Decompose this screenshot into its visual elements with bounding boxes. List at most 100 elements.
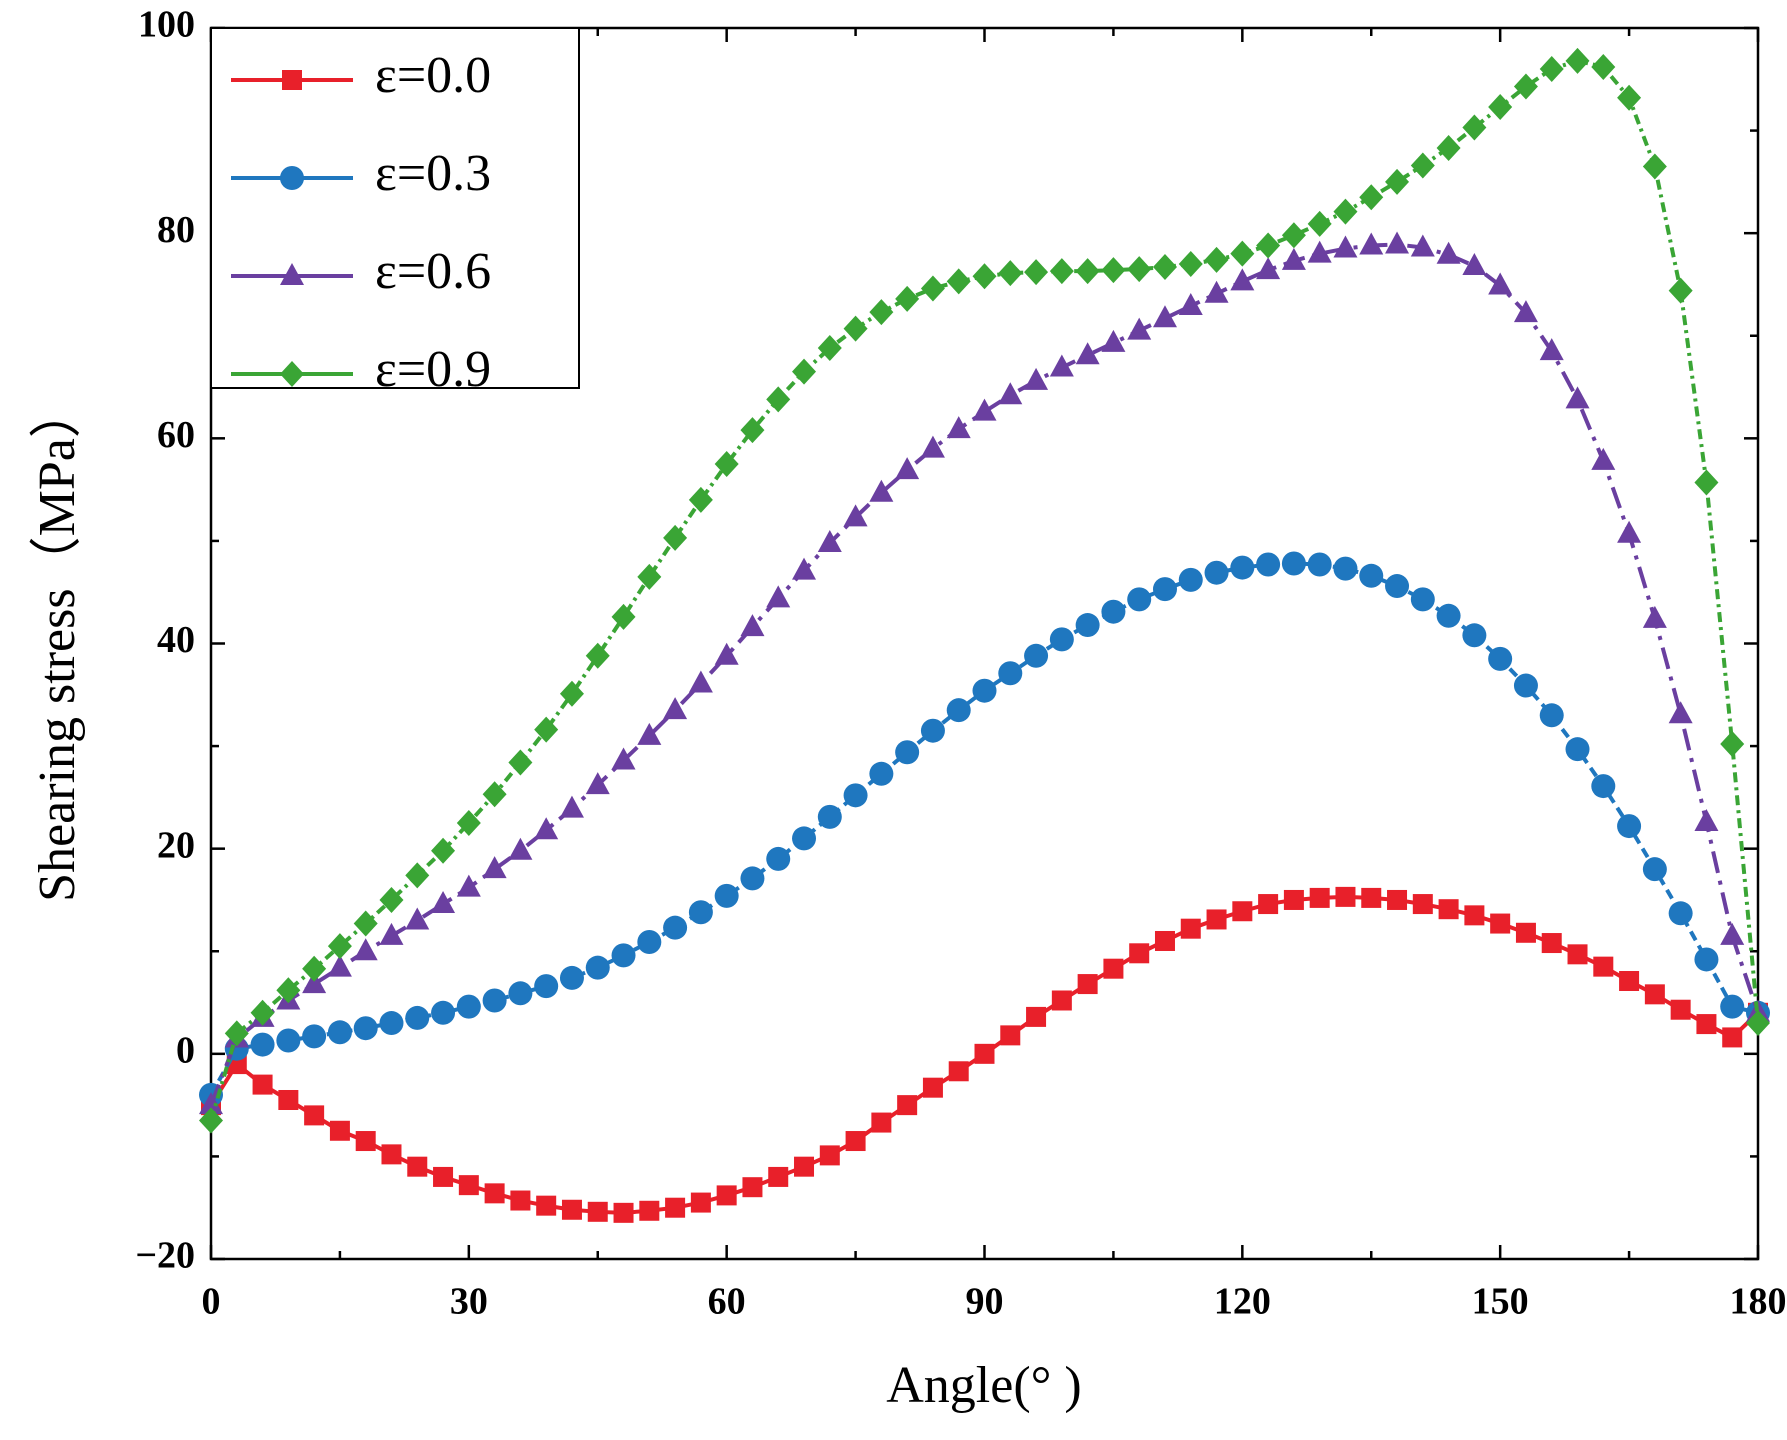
x-tick-label: 180 <box>1730 1281 1787 1323</box>
marker <box>1152 577 1177 602</box>
marker <box>1617 84 1642 111</box>
marker <box>379 886 404 913</box>
marker <box>482 856 507 879</box>
marker <box>1668 701 1693 724</box>
marker <box>663 524 688 551</box>
marker <box>740 417 765 444</box>
x-tick-label: 30 <box>450 1281 488 1323</box>
x-tick-label: 0 <box>202 1281 221 1323</box>
marker <box>792 557 817 580</box>
marker <box>456 994 481 1019</box>
marker <box>199 1107 223 1134</box>
marker <box>871 1112 892 1133</box>
marker <box>1024 259 1049 286</box>
y-tick-label: 40 <box>157 619 195 661</box>
marker <box>1591 447 1616 470</box>
marker <box>1642 153 1667 180</box>
marker <box>714 642 739 665</box>
marker <box>794 1156 815 1177</box>
marker <box>972 678 997 703</box>
marker <box>1412 894 1433 915</box>
marker <box>250 1032 275 1057</box>
marker <box>792 826 817 851</box>
marker <box>353 910 378 937</box>
marker <box>948 1061 969 1082</box>
marker <box>1410 587 1435 612</box>
marker <box>1668 277 1693 304</box>
y-tick-label: 0 <box>176 1030 195 1072</box>
marker <box>663 915 688 940</box>
legend-label: ε=0.0 <box>375 47 491 104</box>
marker <box>1230 555 1255 580</box>
marker <box>353 1016 378 1041</box>
marker <box>250 999 275 1026</box>
marker <box>742 1177 763 1198</box>
marker <box>766 846 791 871</box>
marker <box>1281 551 1306 576</box>
x-axis-label: Angle(° ) <box>886 1357 1082 1414</box>
marker <box>1539 338 1564 361</box>
marker <box>1256 257 1281 280</box>
marker <box>714 883 739 908</box>
marker <box>714 450 739 477</box>
marker <box>1178 567 1203 592</box>
marker <box>1513 73 1538 100</box>
marker <box>510 1190 531 1211</box>
marker <box>1385 574 1410 599</box>
marker <box>1436 603 1461 628</box>
marker <box>1101 329 1126 352</box>
marker <box>1668 901 1693 926</box>
marker <box>998 382 1023 405</box>
marker <box>1617 520 1642 543</box>
marker <box>355 1131 376 1152</box>
marker <box>1462 252 1487 275</box>
marker <box>1024 367 1049 390</box>
marker <box>1256 232 1281 259</box>
marker <box>869 761 894 786</box>
legend-label: ε=0.3 <box>375 145 491 202</box>
marker <box>381 1144 402 1165</box>
marker <box>1515 922 1536 943</box>
marker <box>458 1175 479 1196</box>
marker <box>688 900 713 925</box>
marker <box>1513 673 1538 698</box>
marker <box>1103 958 1124 979</box>
marker <box>1154 930 1175 951</box>
marker <box>768 1166 789 1187</box>
marker <box>740 866 765 891</box>
marker <box>1180 918 1201 939</box>
legend-marker <box>280 361 304 387</box>
marker <box>1644 984 1665 1005</box>
marker <box>1438 899 1459 920</box>
marker <box>792 358 817 385</box>
marker <box>1178 250 1203 277</box>
marker <box>1359 563 1384 588</box>
marker <box>1204 560 1229 585</box>
marker <box>1333 198 1358 225</box>
marker <box>1385 168 1410 195</box>
marker <box>637 563 662 590</box>
marker <box>456 810 481 837</box>
marker <box>637 930 662 955</box>
marker <box>946 416 971 439</box>
marker <box>327 933 352 960</box>
marker <box>1619 970 1640 991</box>
marker <box>1256 552 1281 577</box>
marker <box>534 716 559 743</box>
marker <box>508 837 533 860</box>
x-tick-label: 120 <box>1214 1281 1271 1323</box>
marker <box>276 977 301 1004</box>
marker <box>972 398 997 421</box>
marker <box>611 603 636 630</box>
legend-box <box>210 27 580 389</box>
marker <box>482 781 507 808</box>
marker <box>1617 814 1642 839</box>
legend-label: ε=0.6 <box>375 243 491 300</box>
marker <box>817 335 842 362</box>
y-tick-label: 80 <box>157 209 195 251</box>
marker <box>843 783 868 808</box>
marker <box>869 479 894 502</box>
marker <box>869 299 894 326</box>
marker <box>1335 886 1356 907</box>
